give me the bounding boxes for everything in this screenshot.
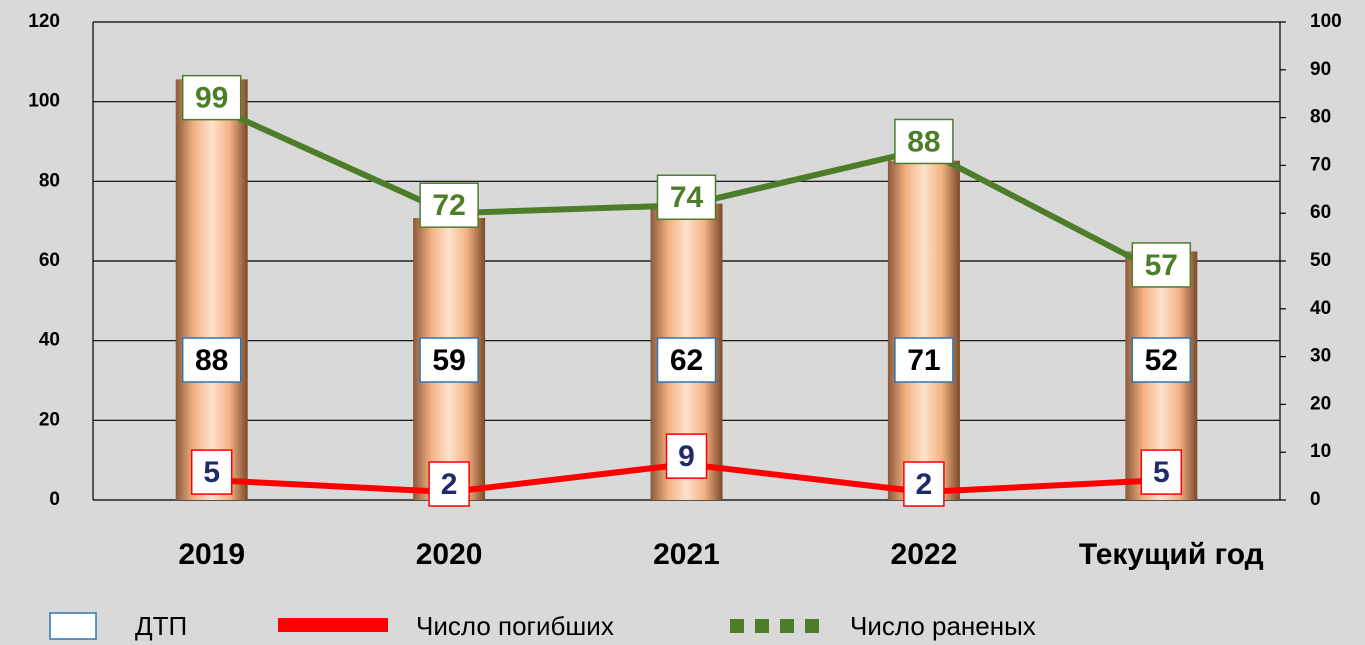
y2-tick-label: 40 bbox=[1310, 298, 1331, 319]
legend-swatch bbox=[780, 619, 794, 633]
x-tick-label: 2020 bbox=[416, 538, 483, 571]
bar bbox=[176, 79, 248, 500]
x-tick-label: 2019 bbox=[178, 538, 245, 571]
y2-tick-label: 50 bbox=[1310, 250, 1331, 271]
bar bbox=[888, 161, 960, 500]
data-label: 52 bbox=[1145, 344, 1178, 377]
chart: 0 20 40 60 80 100 120 0 10 20 30 40 50 60 70 80 90 100 201… bbox=[0, 0, 1365, 645]
data-label: 2 bbox=[916, 468, 933, 501]
y2-tick-label: 70 bbox=[1310, 154, 1331, 175]
y-tick-label: 20 bbox=[39, 409, 60, 430]
y-tick-label: 0 bbox=[49, 489, 60, 510]
data-label: 59 bbox=[432, 344, 465, 377]
y-tick-label: 40 bbox=[39, 330, 60, 351]
y-tick-label: 80 bbox=[39, 170, 60, 191]
data-label: 9 bbox=[678, 440, 695, 473]
x-tick-label: Текущий год bbox=[1079, 538, 1264, 571]
y2-tick-label: 90 bbox=[1310, 59, 1331, 80]
data-label: 72 bbox=[432, 189, 465, 222]
legend-label: ДТП bbox=[135, 611, 187, 641]
y-tick-label: 120 bbox=[28, 11, 60, 32]
legend-swatch bbox=[730, 619, 744, 633]
legend-swatch bbox=[805, 619, 819, 633]
y2-tick-label: 80 bbox=[1310, 107, 1331, 128]
data-label: 74 bbox=[670, 181, 704, 214]
y-tick-label: 60 bbox=[39, 250, 60, 271]
legend-label: Число погибших bbox=[416, 611, 614, 641]
legend-swatch bbox=[755, 619, 769, 633]
data-label: 88 bbox=[195, 344, 228, 377]
legend-swatch bbox=[278, 618, 388, 632]
legend: ДТП Число погибших Число раненых bbox=[50, 611, 1036, 641]
y2-tick-label: 0 bbox=[1310, 489, 1321, 510]
data-label: 88 bbox=[907, 125, 940, 158]
x-tick-label: 2021 bbox=[653, 538, 720, 571]
legend-label: Число раненых bbox=[850, 611, 1036, 641]
data-label: 5 bbox=[203, 456, 220, 489]
data-label: 62 bbox=[670, 344, 703, 377]
y2-tick-label: 10 bbox=[1310, 441, 1331, 462]
y2-tick-label: 30 bbox=[1310, 346, 1331, 367]
data-label: 57 bbox=[1145, 249, 1178, 282]
x-tick-label: 2022 bbox=[891, 538, 958, 571]
y-tick-label: 100 bbox=[28, 91, 60, 112]
y2-tick-label: 20 bbox=[1310, 393, 1331, 414]
data-label: 71 bbox=[907, 344, 940, 377]
y2-tick-label: 60 bbox=[1310, 202, 1331, 223]
data-label: 2 bbox=[441, 468, 458, 501]
legend-swatch bbox=[50, 613, 96, 639]
data-label: 5 bbox=[1153, 456, 1170, 489]
y2-tick-label: 100 bbox=[1310, 11, 1342, 32]
data-label: 99 bbox=[195, 82, 228, 115]
